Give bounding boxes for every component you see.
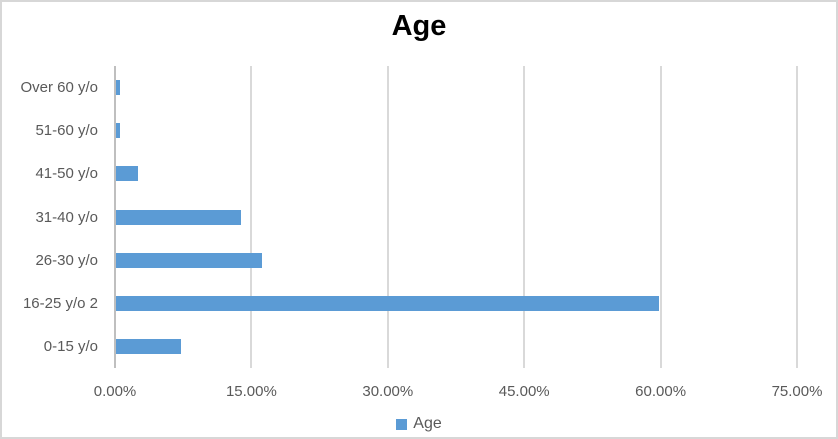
gridline-75 [796, 66, 798, 368]
chart-legend: Age [2, 415, 836, 433]
gridline-45 [523, 66, 526, 368]
chart-title: Age [391, 10, 447, 42]
bar-16-25-y-o-2 [116, 296, 659, 311]
x-tick-label: 75.00% [771, 383, 823, 400]
legend-swatch-age [396, 418, 408, 430]
category-label: Over 60 y/o [20, 79, 98, 96]
bar-over-60-y-o [116, 80, 120, 95]
x-tick-label: 30.00% [362, 383, 414, 400]
legend-label: Age [413, 415, 442, 432]
category-label: 16-25 y/o 2 [22, 295, 98, 312]
gridline-15 [250, 66, 253, 368]
x-tick-label: 60.00% [635, 383, 687, 400]
bar-51-60-y-o [116, 123, 120, 138]
category-label: 26-30 y/o [35, 252, 98, 269]
gridline-30 [386, 66, 389, 368]
category-label: 0-15 y/o [43, 338, 98, 355]
x-tick-label: 0.00% [93, 383, 137, 400]
category-label: 41-50 y/o [35, 165, 98, 182]
bar-0-15-y-o [116, 339, 181, 354]
x-tick-label: 45.00% [498, 383, 550, 400]
bar-31-40-y-o [116, 210, 241, 225]
x-tick-label: 15.00% [225, 383, 277, 400]
category-axis-line [114, 66, 116, 368]
bar-41-50-y-o [116, 166, 138, 181]
bar-26-30-y-o [116, 253, 262, 268]
category-label: 31-40 y/o [35, 209, 98, 226]
gridline-60 [659, 66, 662, 368]
category-label: 51-60 y/o [35, 122, 98, 139]
